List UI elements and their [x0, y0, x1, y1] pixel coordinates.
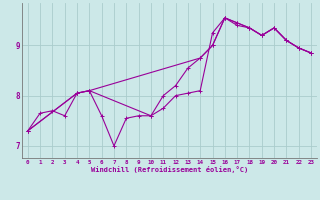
- X-axis label: Windchill (Refroidissement éolien,°C): Windchill (Refroidissement éolien,°C): [91, 166, 248, 173]
